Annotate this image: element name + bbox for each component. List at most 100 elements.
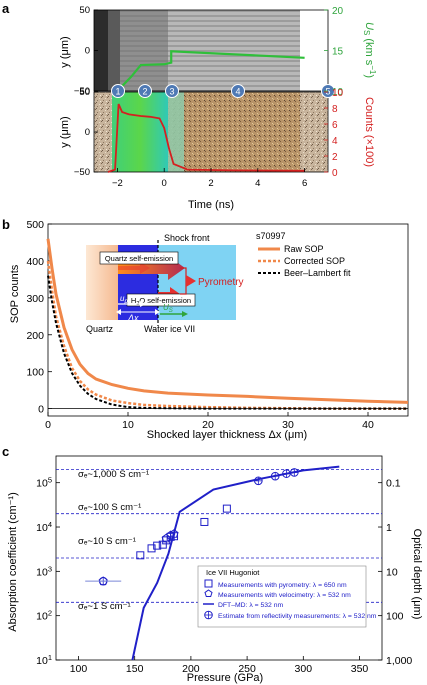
- dx-label: Δx: [127, 313, 139, 323]
- a-us-tick-label: 10: [332, 87, 344, 98]
- a-us-tick-label: 15: [332, 47, 344, 58]
- a-counts-tick-label: 4: [332, 136, 338, 147]
- counts-line: [107, 103, 305, 173]
- legend-dft: DFT–MD: λ = 532 nm: [218, 602, 283, 609]
- legend-raw: Raw SOP: [284, 244, 324, 254]
- panel-c-label: c: [2, 444, 9, 459]
- panel-c-ylabel: Absorption coefficient (cm⁻¹): [7, 492, 19, 632]
- panel-b-legend: s70997 Raw SOP Corrected SOP Beer–Lamber…: [256, 231, 351, 278]
- legend-velocimetry: Measurements with velocimetry: λ = 532 n…: [218, 592, 351, 599]
- c-y2tick-label: 10: [386, 566, 398, 578]
- panel-a-top-ylabel: y (μm): [59, 36, 71, 67]
- us-inset-label: US: [163, 303, 173, 314]
- beer-lambert-line: [47, 275, 408, 410]
- b-xtick-label: 0: [45, 419, 51, 431]
- panel-a-counts-label: Counts (×100): [363, 97, 375, 167]
- c-y2tick-label: 1,000: [386, 655, 412, 667]
- pyrometry-point: [153, 541, 162, 550]
- pyrometry-point: [170, 532, 179, 541]
- panel-c-y2label: Optical depth (μm): [411, 529, 423, 620]
- c-ytick-label: 103: [36, 564, 52, 578]
- marker-1: 1: [115, 87, 120, 97]
- up-label: up: [120, 294, 128, 305]
- legend-corrected: Corrected SOP: [284, 256, 345, 266]
- sigma-10: σₑ~10 S cm⁻¹: [78, 536, 136, 547]
- panel-a-bottom-ylabel: y (μm): [59, 116, 71, 147]
- b-frame: [47, 223, 409, 417]
- b-xtick-label: 20: [202, 419, 214, 431]
- a-counts-tick-label: 6: [332, 120, 338, 131]
- a-bot-ytick-label: 0: [85, 127, 90, 138]
- panel-c-axes: 100 150 200 250 300 350 101 102 103 104 105 0.1 1 10 1…: [36, 455, 412, 675]
- us-line: [116, 50, 305, 92]
- c-xtick-label: 200: [182, 663, 200, 675]
- sigma-1000: σₑ~1,000 S cm⁻¹: [78, 469, 149, 480]
- c-xtick-label: 250: [238, 663, 256, 675]
- inset-schematic: Quartz self-emission H2O self-emission P…: [86, 240, 244, 326]
- panel-a-top-image: [94, 10, 328, 91]
- c-xtick-label: 300: [295, 663, 313, 675]
- a-bot-ytick-label: −50: [74, 167, 90, 178]
- us-trace: [116, 50, 305, 92]
- legend-fit: Beer–Lambert fit: [284, 268, 351, 278]
- b-xtick-label: 30: [282, 419, 294, 431]
- c-ytick-label: 105: [36, 476, 52, 490]
- marker-4: 4: [235, 87, 240, 97]
- pyrometry-point: [147, 544, 156, 553]
- velocimetry-point: [166, 530, 176, 540]
- a-top-ytick-label: 50: [79, 5, 90, 16]
- dft-line: [131, 465, 340, 661]
- water-ice-text: Water ice VII: [144, 324, 195, 334]
- sigma-100: σₑ~100 S cm⁻¹: [78, 502, 141, 513]
- panel-b-label: b: [2, 217, 10, 232]
- a-counts-tick-label: 2: [332, 152, 338, 163]
- velocimetry-point: [169, 529, 179, 538]
- b-ytick-label: 0: [38, 404, 44, 416]
- c-xtick-label: 100: [70, 663, 88, 675]
- a-counts-tick-label: 10: [332, 88, 344, 99]
- c-xtick-label: 150: [126, 663, 144, 675]
- b-ytick-label: 300: [26, 293, 44, 305]
- panel-c-legend: Ice VII Hugoniot Measurements with pyrom…: [197, 565, 377, 628]
- shock-markers: 1 2 3 4 5: [111, 84, 335, 98]
- panel-a-bottom-image: [94, 92, 328, 172]
- shot-id: s70997: [256, 231, 286, 241]
- panel-b-ylabel: SOP counts: [9, 264, 21, 323]
- pyrometry-text: Pyrometry: [198, 277, 244, 288]
- a-top-ytick-label: 0: [85, 46, 90, 57]
- counts-trace: [107, 103, 305, 173]
- c-ytick-label: 102: [36, 609, 52, 623]
- c-y2tick-label: 100: [386, 611, 404, 623]
- c-ytick-label: 104: [36, 520, 52, 534]
- panel-a-xlabel: Time (ns): [188, 199, 234, 211]
- marker-3: 3: [169, 87, 174, 97]
- pyrometry-point: [222, 504, 231, 513]
- c-xtick-label: 350: [351, 663, 369, 675]
- panel-a-label: a: [2, 1, 10, 16]
- legend-title: Ice VII Hugoniot: [206, 568, 260, 577]
- c-y2tick-label: 1: [386, 522, 392, 534]
- shock-front-text: Shock front: [164, 233, 210, 243]
- a-bot-ytick-label: 50: [79, 87, 90, 98]
- a-counts-tick-label: 0: [332, 168, 338, 179]
- panel-a-us-label: US (km s−1): [362, 22, 377, 78]
- a-top-ytick-label: −50: [74, 86, 90, 97]
- a-us-tick-label: 20: [332, 6, 344, 17]
- velocimetry-point: [161, 533, 171, 543]
- a-xtick-label: 0: [162, 178, 167, 189]
- marker-2: 2: [142, 87, 147, 97]
- b-xtick-label: 40: [362, 419, 374, 431]
- panel-b-xlabel: Shocked layer thickness Δx (μm): [147, 429, 307, 441]
- a-xtick-label: 4: [255, 178, 260, 189]
- c-ytick-label: 101: [36, 653, 52, 667]
- quartz-text: Quartz: [86, 324, 114, 334]
- sigma-1: σₑ~1 S cm⁻¹: [78, 601, 131, 612]
- pyrometry-point: [200, 517, 209, 526]
- b-ytick-label: 500: [26, 219, 44, 231]
- c-y2tick-label: 0.1: [386, 478, 401, 490]
- marker-5: 5: [325, 87, 330, 97]
- pyrometry-point: [136, 551, 145, 560]
